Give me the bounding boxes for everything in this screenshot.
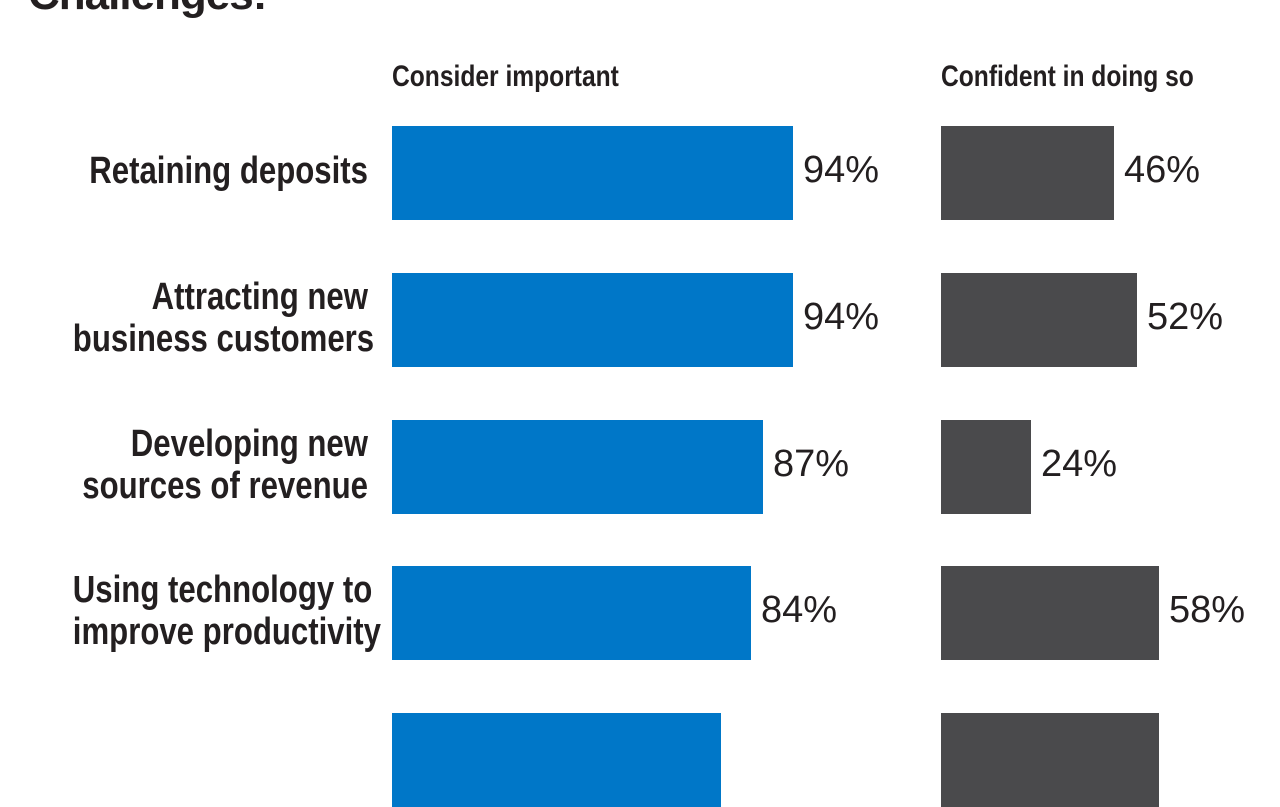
data-label: 87% bbox=[773, 443, 850, 485]
data-label: 24% bbox=[1041, 443, 1118, 485]
category-label-line: improve productivity bbox=[72, 611, 381, 653]
category-label-line: Attracting new bbox=[151, 276, 368, 318]
bar-confident bbox=[941, 566, 1159, 660]
data-label: 94% bbox=[803, 296, 880, 338]
column-header-confident: Confident in doing so bbox=[941, 60, 1194, 93]
bar-consider-important bbox=[392, 566, 751, 660]
column-header-consider-important: Consider important bbox=[392, 60, 619, 93]
data-label: 52% bbox=[1147, 296, 1224, 338]
bar-consider-important bbox=[392, 420, 763, 514]
chart: Challenges: Consider important Confident… bbox=[28, 0, 1246, 807]
category-label-line: sources of revenue bbox=[82, 465, 368, 507]
category-label-line: Retaining deposits bbox=[89, 150, 369, 192]
bar-confident bbox=[941, 420, 1031, 514]
bar-consider-important bbox=[392, 126, 793, 220]
data-label: 84% bbox=[761, 589, 838, 631]
bar-consider-important bbox=[392, 713, 721, 807]
bar-confident bbox=[941, 273, 1137, 367]
category-label-line: Developing new bbox=[130, 423, 368, 465]
bar-confident bbox=[941, 713, 1159, 807]
category-label: Retaining deposits bbox=[73, 150, 368, 192]
category-label: Using technology to improve productivity bbox=[72, 569, 381, 653]
category-label: Developing new sources of revenue bbox=[73, 423, 368, 507]
bar-confident bbox=[941, 126, 1114, 220]
bar-consider-important bbox=[392, 273, 793, 367]
data-label: 94% bbox=[803, 149, 880, 191]
data-label: 46% bbox=[1124, 149, 1201, 191]
category-label: Attracting new business customers bbox=[72, 276, 375, 360]
data-label: 58% bbox=[1169, 589, 1246, 631]
chart-title: Challenges: bbox=[28, 0, 267, 20]
category-label-line: business customers bbox=[72, 318, 375, 360]
category-label-line: Using technology to bbox=[72, 569, 373, 611]
